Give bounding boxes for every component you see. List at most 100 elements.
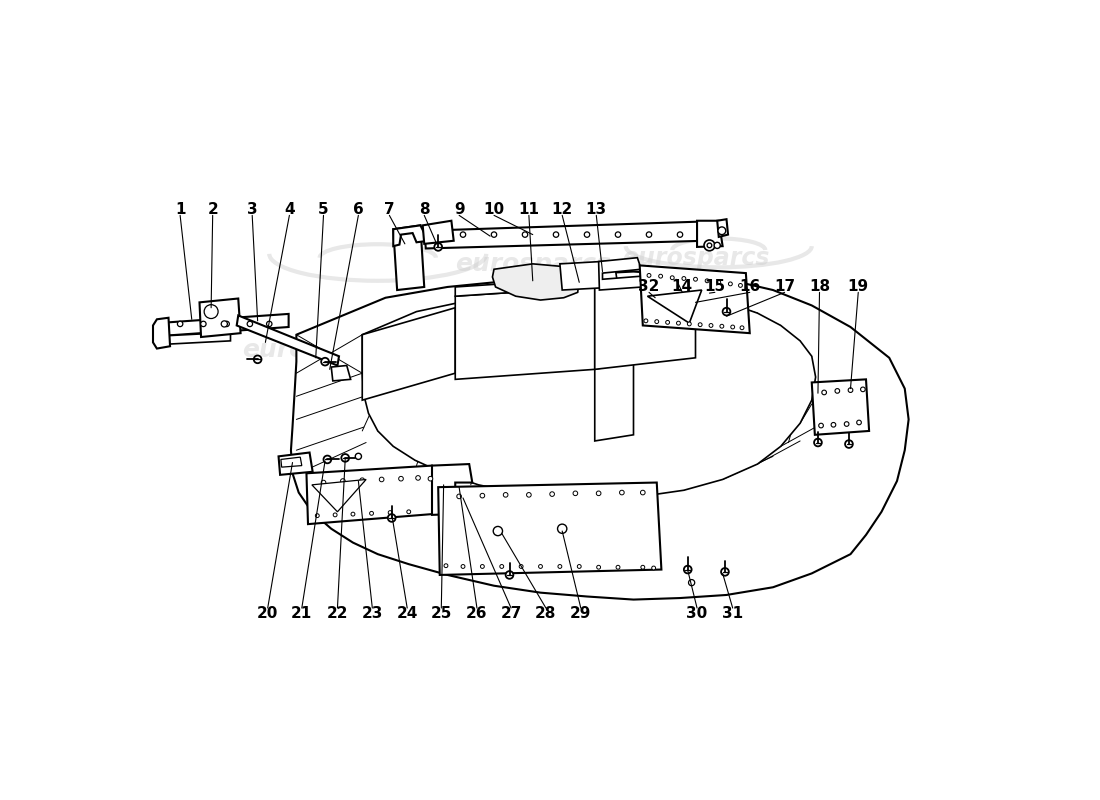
Text: 22: 22 xyxy=(327,606,349,621)
Text: 7: 7 xyxy=(384,202,395,218)
Circle shape xyxy=(221,321,228,327)
Circle shape xyxy=(200,322,206,326)
Polygon shape xyxy=(157,332,231,345)
Polygon shape xyxy=(595,362,634,441)
Circle shape xyxy=(718,227,726,234)
Circle shape xyxy=(499,565,504,568)
Circle shape xyxy=(355,454,362,459)
Circle shape xyxy=(676,322,681,325)
Text: 13: 13 xyxy=(585,202,607,218)
Circle shape xyxy=(723,308,730,315)
Circle shape xyxy=(689,579,695,586)
Circle shape xyxy=(684,566,692,574)
Circle shape xyxy=(388,510,392,514)
Circle shape xyxy=(647,232,651,238)
Text: 5: 5 xyxy=(318,202,329,218)
Circle shape xyxy=(822,390,826,394)
Circle shape xyxy=(506,571,514,578)
Circle shape xyxy=(619,490,624,495)
Circle shape xyxy=(519,565,524,568)
Text: 26: 26 xyxy=(466,606,487,621)
Text: 2: 2 xyxy=(207,202,218,218)
Circle shape xyxy=(860,387,866,392)
Text: 10: 10 xyxy=(483,202,505,218)
Circle shape xyxy=(814,438,822,446)
Circle shape xyxy=(688,322,691,326)
Circle shape xyxy=(707,243,712,248)
Polygon shape xyxy=(422,221,453,244)
Circle shape xyxy=(573,491,578,496)
Circle shape xyxy=(596,566,601,569)
Circle shape xyxy=(670,276,674,280)
Circle shape xyxy=(416,476,420,480)
Circle shape xyxy=(722,568,729,576)
Polygon shape xyxy=(362,289,815,498)
Circle shape xyxy=(553,232,559,238)
Circle shape xyxy=(728,282,733,286)
Circle shape xyxy=(428,476,432,481)
Polygon shape xyxy=(812,379,869,435)
Text: 24: 24 xyxy=(396,606,418,621)
Circle shape xyxy=(550,492,554,496)
Circle shape xyxy=(705,279,710,282)
Circle shape xyxy=(698,322,702,326)
Circle shape xyxy=(360,478,364,482)
Circle shape xyxy=(818,423,824,428)
Circle shape xyxy=(558,565,562,568)
Circle shape xyxy=(248,322,253,326)
Polygon shape xyxy=(455,287,595,379)
Circle shape xyxy=(659,274,662,278)
Circle shape xyxy=(719,324,724,328)
Text: eurosparcs: eurosparcs xyxy=(242,338,397,362)
Polygon shape xyxy=(312,479,366,512)
Polygon shape xyxy=(425,222,705,249)
Circle shape xyxy=(682,277,685,281)
Circle shape xyxy=(832,422,836,427)
Text: eurosparcs: eurosparcs xyxy=(454,252,610,276)
Circle shape xyxy=(596,491,601,496)
Circle shape xyxy=(522,232,528,238)
Text: eurosparcs: eurosparcs xyxy=(700,530,847,554)
Circle shape xyxy=(848,388,852,393)
Text: 31: 31 xyxy=(722,606,744,621)
Circle shape xyxy=(493,526,503,536)
Circle shape xyxy=(456,494,462,498)
Polygon shape xyxy=(640,266,750,333)
Text: eurosparcs: eurosparcs xyxy=(490,538,653,563)
Circle shape xyxy=(266,322,272,326)
Circle shape xyxy=(845,440,853,448)
Text: 8: 8 xyxy=(419,202,430,218)
Polygon shape xyxy=(236,315,339,366)
Polygon shape xyxy=(717,219,728,237)
Circle shape xyxy=(835,389,839,394)
Polygon shape xyxy=(280,457,301,467)
Polygon shape xyxy=(438,482,661,575)
Text: 29: 29 xyxy=(570,606,592,621)
Circle shape xyxy=(398,476,404,481)
Text: 20: 20 xyxy=(257,606,278,621)
Circle shape xyxy=(857,420,861,425)
Circle shape xyxy=(481,565,484,568)
Text: 32: 32 xyxy=(638,279,660,294)
Text: 27: 27 xyxy=(500,606,521,621)
Polygon shape xyxy=(697,221,723,247)
Text: 21: 21 xyxy=(292,606,312,621)
Circle shape xyxy=(558,524,566,534)
Text: 12: 12 xyxy=(551,202,573,218)
Text: 11: 11 xyxy=(518,202,539,218)
Circle shape xyxy=(461,565,465,568)
Circle shape xyxy=(584,232,590,238)
Circle shape xyxy=(641,566,645,569)
Polygon shape xyxy=(455,278,634,296)
Circle shape xyxy=(351,512,355,516)
Polygon shape xyxy=(292,271,909,599)
Circle shape xyxy=(740,326,744,330)
Circle shape xyxy=(207,308,215,315)
Text: 30: 30 xyxy=(686,606,707,621)
Polygon shape xyxy=(199,298,241,337)
Circle shape xyxy=(407,510,410,514)
Circle shape xyxy=(444,564,448,568)
Text: 28: 28 xyxy=(536,606,557,621)
Text: 6: 6 xyxy=(353,202,364,218)
Circle shape xyxy=(177,322,183,326)
